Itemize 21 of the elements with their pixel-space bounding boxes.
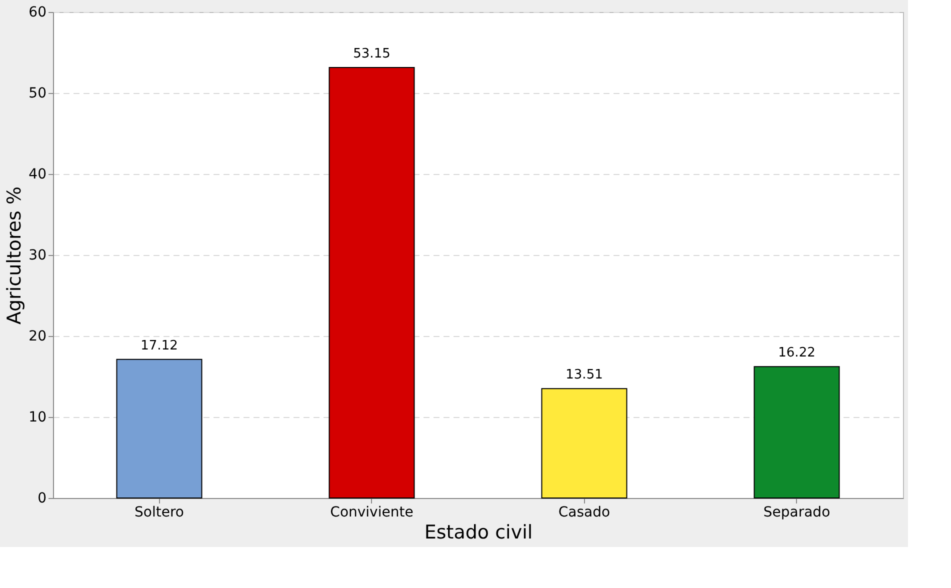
data-label: 16.22	[778, 346, 816, 361]
data-label: 13.51	[566, 368, 603, 383]
x-axis-title: Estado civil	[424, 522, 533, 544]
y-tick-label: 50	[28, 86, 46, 102]
bar	[541, 388, 628, 498]
x-tick-label: Conviviente	[330, 504, 414, 520]
y-tick-label: 30	[28, 248, 46, 264]
bar	[116, 358, 202, 498]
y-tick-label: 40	[28, 166, 46, 182]
x-tick-label: Separado	[763, 504, 830, 520]
y-axis-title: Agricultores %	[4, 186, 26, 325]
bar	[754, 366, 840, 498]
y-tick-label: 10	[28, 410, 46, 426]
data-label: 17.12	[140, 338, 178, 354]
y-tick-label: 60	[28, 4, 46, 20]
bar	[328, 66, 415, 498]
x-tick-label: Casado	[558, 504, 610, 520]
x-tick-label: Soltero	[134, 504, 184, 520]
data-label: 53.15	[353, 46, 390, 62]
y-tick-label: 0	[38, 490, 46, 506]
y-tick-label: 20	[28, 328, 46, 344]
